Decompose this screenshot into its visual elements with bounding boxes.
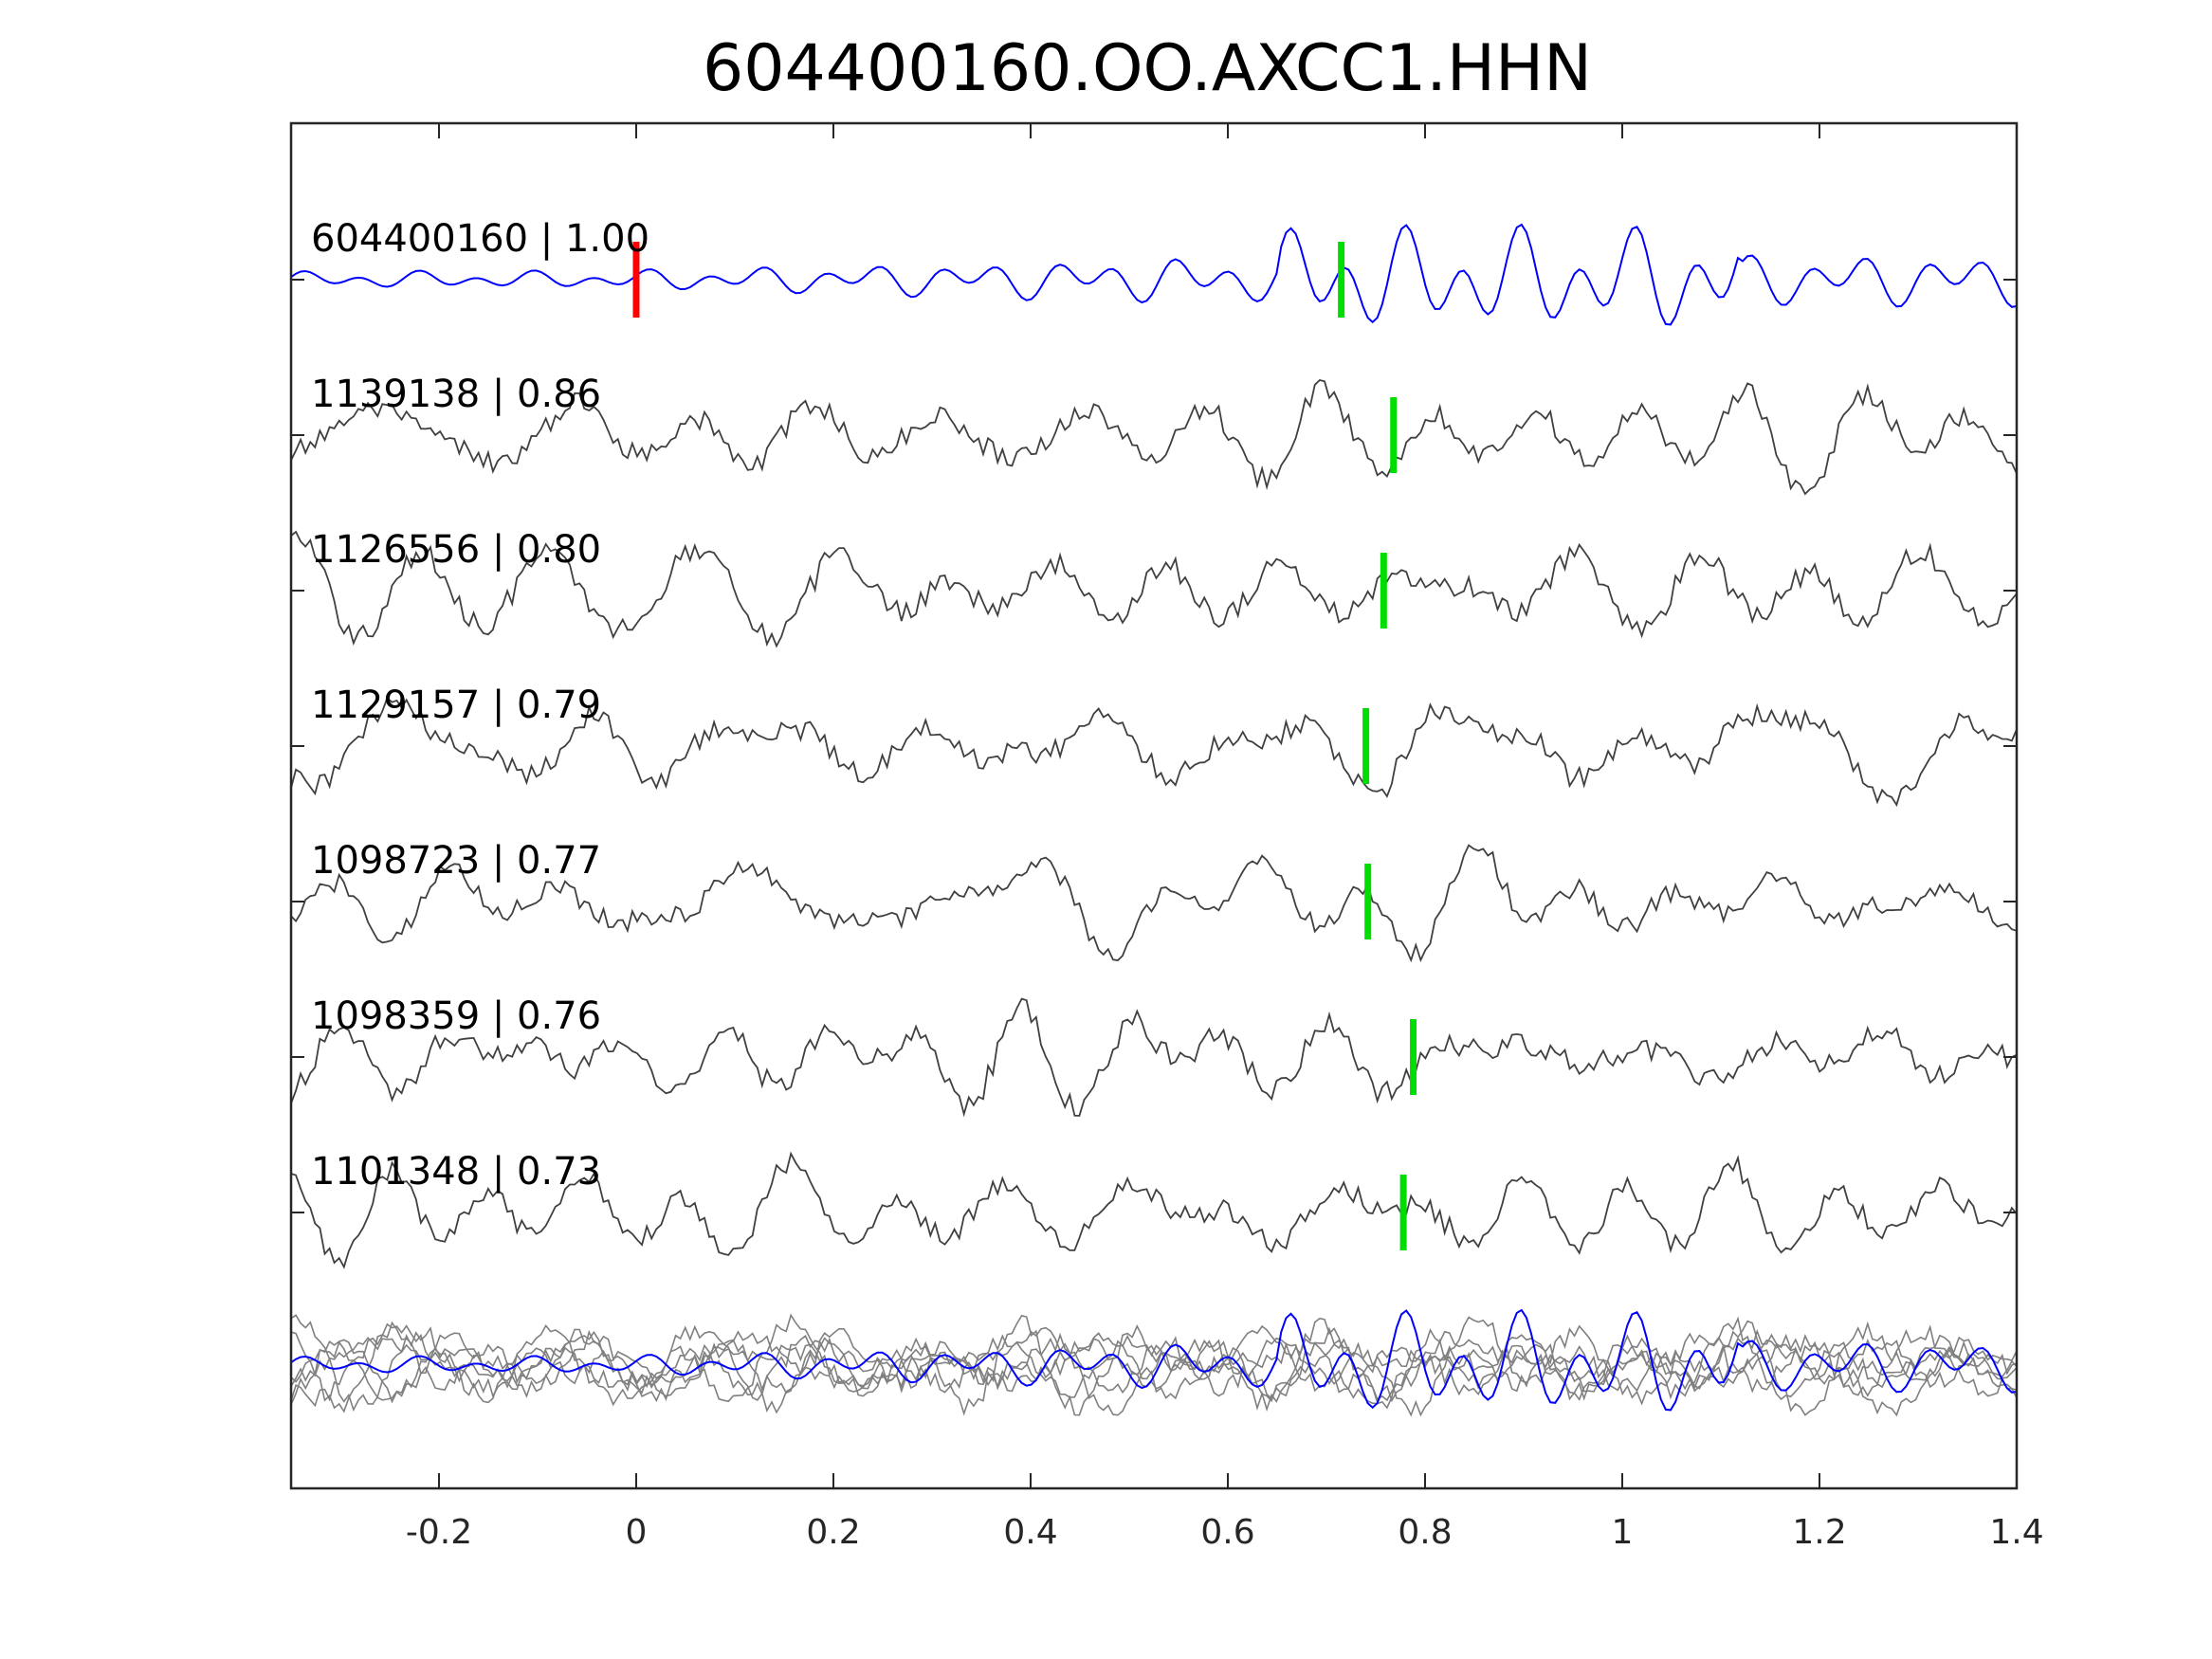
x-tick-label: 1.2	[1792, 1513, 1846, 1552]
x-tick-label: 1	[1612, 1513, 1634, 1552]
x-tick-label: 0.4	[1003, 1513, 1057, 1552]
x-tick-label: 0.6	[1200, 1513, 1254, 1552]
x-tick-label: 0	[626, 1513, 648, 1552]
picks-layer	[290, 242, 2018, 1412]
stack-trace-1101348	[290, 1313, 2018, 1413]
chart-title: 604400160.OO.AXCC1.HHN	[703, 31, 1592, 106]
trace-1139138	[290, 379, 2018, 496]
trace-label-1098723: 1098723 | 0.77	[311, 839, 601, 883]
stack-trace-1098359	[290, 1314, 2018, 1416]
x-tick-label: 0.2	[806, 1513, 860, 1552]
traces-layer	[290, 223, 2018, 1269]
trace-label-1101348: 1101348 | 0.73	[311, 1150, 601, 1194]
trace-1101348	[290, 1151, 2018, 1269]
stack-trace-1129157	[290, 1322, 2018, 1417]
stack-trace-604400160	[290, 1308, 2018, 1412]
trace-1098359	[290, 997, 2018, 1118]
trace-1126556	[290, 530, 2018, 648]
y-axis-ticks	[291, 279, 2017, 1213]
trace-label-1139138: 1139138 | 0.86	[311, 373, 601, 416]
stack-overlay-layer	[290, 1313, 2018, 1417]
trace-label-1098359: 1098359 | 0.76	[311, 994, 601, 1038]
trace-labels-layer: 604400160 | 1.00 1139138 | 0.86 1126556 | …	[311, 217, 649, 1194]
stack-trace-1139138	[290, 1317, 2018, 1416]
axes-frame	[289, 121, 2019, 1490]
trace-1129157	[290, 696, 2018, 808]
trace-label-1129157: 1129157 | 0.79	[311, 684, 601, 727]
x-tick-label: 0.8	[1398, 1513, 1452, 1552]
trace-label-604400160: 604400160 | 1.00	[311, 217, 649, 261]
trace-1098723	[290, 844, 2018, 963]
x-axis: -0.2 0 0.2 0.4 0.6 0.8 1 1.2 1.4	[406, 123, 2044, 1552]
trace-label-1126556: 1126556 | 0.80	[311, 528, 601, 572]
trace-604400160	[290, 223, 2018, 326]
x-tick-label: 1.4	[1989, 1513, 2043, 1552]
x-tick-label: -0.2	[406, 1513, 472, 1552]
